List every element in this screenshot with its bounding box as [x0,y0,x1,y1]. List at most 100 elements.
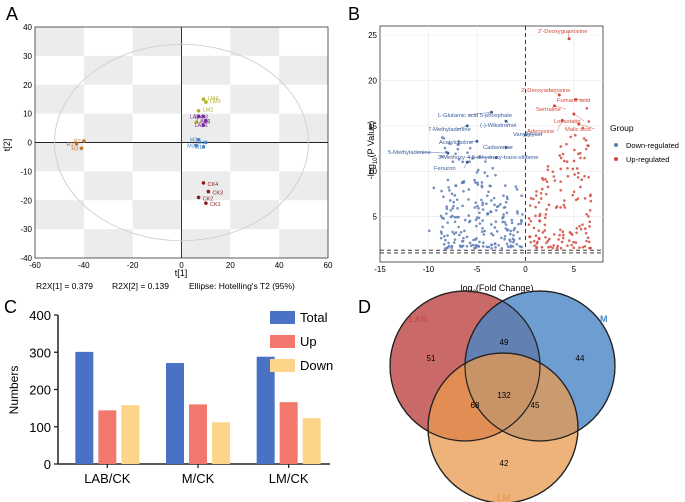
venn-region-count: 51 [427,354,436,363]
up-point [581,126,585,130]
bar-total [256,356,275,464]
up-point [587,120,591,123]
y-tick-label: 0 [44,457,51,472]
down-point [515,210,519,213]
down-point [515,188,519,191]
grid-cell [132,27,182,56]
down-point [465,235,469,239]
down-point [486,174,489,178]
score-point-label: LAB2 [197,119,210,125]
up-point [584,139,588,142]
up-point [556,244,560,248]
down-point [490,243,494,247]
down-point [452,232,456,236]
up-point [575,226,579,230]
up-point [544,192,548,196]
up-point [551,246,555,250]
down-point [462,189,465,193]
down-point [457,142,461,146]
down-point [489,210,493,214]
y-tick-label: 10 [23,110,32,119]
y-tick-label: 400 [29,308,51,323]
down-point [439,214,443,218]
venn-region-count: 49 [500,338,509,347]
down-point [458,233,461,237]
legend-marker-down [614,143,618,147]
down-point [432,186,436,190]
down-point [481,208,485,211]
up-point [578,246,581,249]
label-leader-line [573,113,585,122]
down-point [509,229,513,233]
down-point [457,158,461,161]
up-point [583,245,587,248]
down-point [454,184,457,187]
up-point [527,217,531,220]
down-point [467,220,471,224]
score-point [201,123,206,127]
down-point [520,218,523,222]
down-point [511,245,515,248]
down-point [468,241,472,245]
x-tick-label: -10 [423,265,435,274]
metabolite-label: Adenosine [527,129,554,135]
legend-label-down: Down [300,358,333,373]
grid-cell [279,229,328,258]
down-point [506,197,509,201]
panel-c: C 0 100 200 300 400 LAB/CK M/CK LM/CK Total Up Dow… [4,297,333,486]
label-leader-line [550,89,560,96]
up-point [532,197,535,201]
label-leader-line [554,105,567,110]
label-leader-line [556,120,563,132]
up-point [587,240,591,244]
grid-cell [83,229,133,258]
panel-a-r2x1: R2X[1] = 0.379 [36,281,93,291]
score-point [74,142,79,146]
down-point [502,215,505,219]
down-point [505,211,509,215]
panel-a-xlabel: t[1] [175,268,188,278]
down-point [480,181,484,184]
down-point [457,225,460,229]
down-point [491,166,494,170]
venn-outline [427,352,579,502]
up-point [559,180,562,183]
up-point [528,235,532,238]
up-point [566,174,570,178]
score-point [201,145,206,149]
grid-cell [181,171,231,201]
label-leader-line [467,112,492,116]
venn-circle-lm [427,352,579,502]
up-point [575,231,578,235]
label-leader-line [468,141,477,143]
down-point [467,214,471,217]
up-point [552,175,556,178]
down-point [465,244,469,248]
score-point [194,120,198,125]
up-point [543,223,547,227]
legend-marker-up [614,157,618,161]
up-point [566,244,569,247]
down-point [452,204,455,208]
up-point [563,206,567,209]
score-point-label: LAB4 [190,115,203,121]
down-point [508,238,511,242]
y-tick-label: 0 [28,139,33,148]
down-point [480,230,484,233]
down-point [445,205,448,208]
up-point [583,174,586,178]
up-point [529,197,533,200]
grid-cell [35,142,84,172]
down-point [463,218,467,222]
down-point [453,220,457,224]
up-point [568,239,571,242]
up-point [533,244,536,247]
down-point [443,247,447,250]
venn-region-count: 132 [497,391,511,400]
up-point [538,237,541,241]
x-tick-label: -40 [78,261,90,270]
venn-outline [389,290,541,442]
down-point [475,224,478,228]
down-point [501,220,504,224]
up-point [534,214,537,218]
